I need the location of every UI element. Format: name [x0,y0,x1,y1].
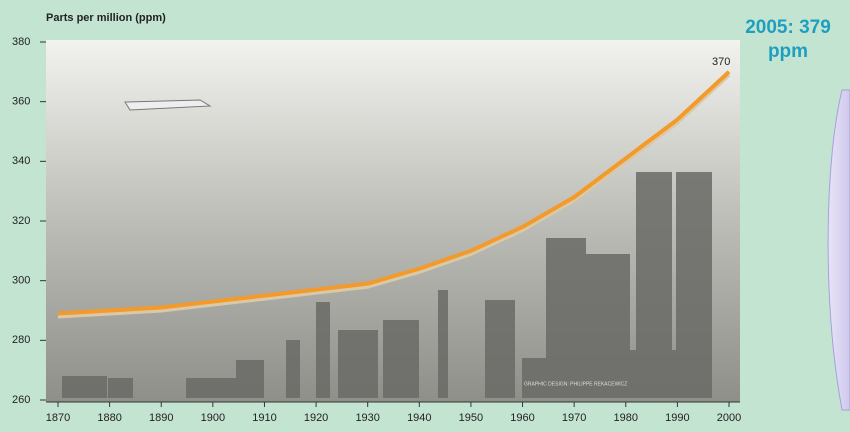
airplane [124,99,212,111]
annotation: 2005: 379 ppm [745,17,831,62]
x-tick-label: 1920 [304,412,328,424]
city-silhouette [62,172,712,398]
end-label: 370 [712,56,730,68]
side-shape [827,89,850,411]
x-tick-label: 2000 [717,412,741,424]
y-tick-label: 320 [12,215,30,227]
x-tick-label: 1970 [562,412,586,424]
y-tick-label: 260 [12,394,30,406]
y-axis-label: Parts per million (ppm) [46,12,166,24]
x-tick-label: 1890 [149,412,173,424]
credit: GRAPHIC DESIGN: PHILIPPE REKACEWICZ [524,381,627,387]
x-tick-label: 1870 [46,412,70,424]
line [57,70,731,316]
y-tick-label: 340 [12,155,30,167]
y-tick-label: 380 [12,36,30,48]
y-tick-label: 300 [12,275,30,287]
x-tick-label: 1950 [459,412,483,424]
x-tick-label: 1960 [510,412,534,424]
y-tick-label: 280 [12,334,30,346]
line-shadow [57,73,731,319]
x-tick-label: 1940 [407,412,431,424]
x-tick-label: 1900 [201,412,225,424]
x-tick-label: 1880 [97,412,121,424]
x-tick-label: 1980 [614,412,638,424]
y-tick-label: 360 [12,96,30,108]
x-tick-label: 1990 [665,412,689,424]
x-tick-label: 1910 [252,412,276,424]
x-tick-label: 1930 [355,412,379,424]
